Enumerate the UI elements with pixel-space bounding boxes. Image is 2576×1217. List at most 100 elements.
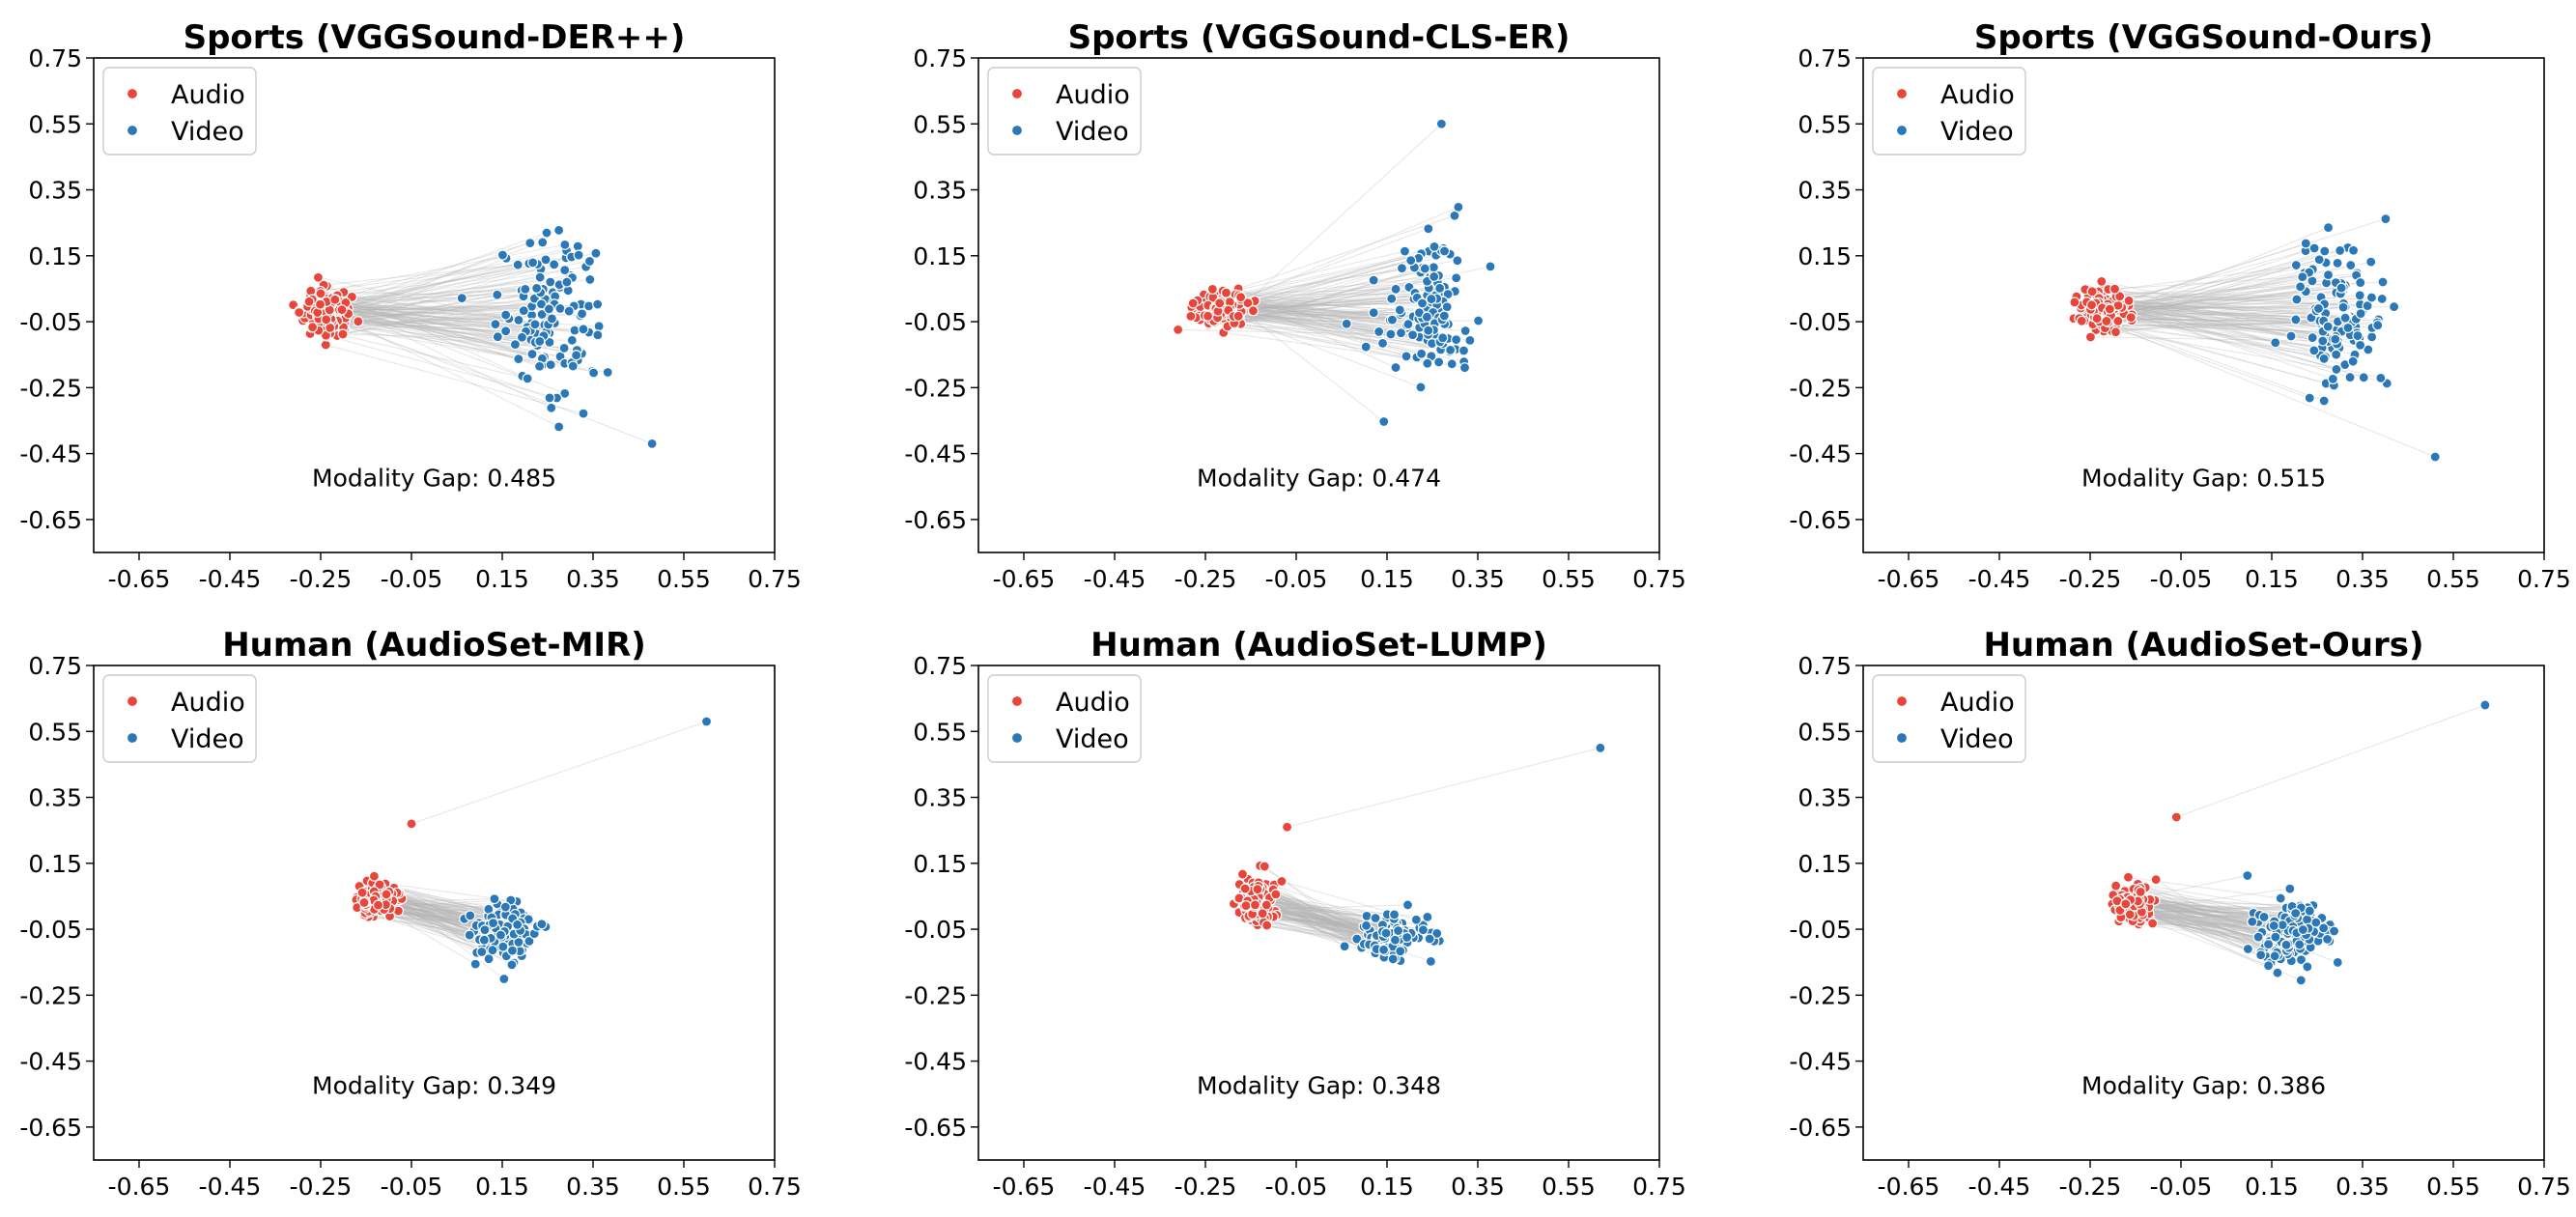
pair-line [2139,908,2277,951]
x-tick-label: -0.45 [199,1173,262,1201]
pair-line [2106,291,2307,312]
video-point [1424,933,1435,945]
x-tick-label: 0.15 [1360,565,1414,593]
audio-point [315,288,326,299]
modality-gap-annotation: Modality Gap: 0.485 [312,465,556,493]
audio-point [1276,875,1288,888]
y-tick-label: -0.45 [1789,440,1852,468]
video-point [529,319,541,330]
audio-point [2109,326,2122,338]
video-point [1401,351,1412,362]
audio-point [337,328,349,340]
y-tick-label: 0.35 [1798,784,1852,812]
audio-point [368,870,380,882]
video-point [1370,912,1381,924]
y-tick-label: -0.65 [19,1114,82,1142]
y-tick-label: 0.35 [913,784,967,812]
pair-line [2095,319,2327,384]
y-tick-label: 0.75 [28,44,82,72]
legend-marker-audio [126,87,139,100]
y-tick-label: -0.65 [904,506,967,534]
audio-point [1173,324,1184,335]
pair-line [326,285,524,377]
audio-point [2076,315,2087,326]
video-point [2342,322,2354,333]
video-point [2284,883,2296,894]
legend-frame [1872,67,2026,156]
panel-title: Human (AudioSet-LUMP) [1090,626,1547,665]
y-tick-label: 0.55 [28,718,82,746]
x-tick-label: 0.75 [1632,565,1686,593]
legend-frame [102,674,257,763]
audio-point [1187,297,1199,309]
video-point [513,314,524,325]
pair-line [345,310,547,333]
pair-line [1258,898,1376,920]
video-point [500,309,512,321]
pair-line [321,274,572,309]
pair-line [318,276,536,325]
video-point [541,227,552,239]
x-tick-label: -0.45 [199,565,262,593]
video-point [2268,920,2279,932]
pair-line [340,308,524,312]
y-tick-label: 0.15 [913,242,967,270]
video-point [2262,960,2275,972]
pair-line [325,264,519,297]
video-point [509,338,522,351]
legend-marker-audio [1010,87,1024,100]
audio-point [1247,305,1260,317]
pair-line [2105,265,2297,329]
modality-gap-annotation: Modality Gap: 0.474 [1197,465,1441,493]
y-tick-label: 0.55 [28,110,82,138]
x-tick-label: -0.45 [1968,1173,2031,1201]
audio-point [1249,899,1261,911]
pair-line [343,314,532,328]
video-point [1415,382,1427,393]
pair-line [1260,888,1399,934]
pair-line [1212,214,1456,298]
pair-line [1209,316,1441,351]
x-tick-label: -0.05 [1265,565,1328,593]
pair-line [2100,315,2333,350]
pair-line [1210,316,1428,364]
pair-line [329,257,507,327]
pair-line [1214,322,1465,369]
y-tick-label: -0.25 [1789,981,1852,1009]
pair-line [398,892,499,916]
video-point [1429,270,1440,283]
pair-line [1240,297,1418,358]
legend-marker-audio [1895,694,1909,708]
video-point [1402,319,1414,330]
pair-line [329,312,543,366]
pair-line [325,301,551,343]
pair-line [1270,899,1345,948]
pair-line [310,243,565,295]
video-point [2365,256,2377,268]
pair-line [2095,319,2379,331]
video-point [520,283,531,296]
pair-line [319,306,561,357]
video-point [545,276,556,288]
video-point [1459,325,1471,337]
video-point [1351,933,1363,945]
panel-2: Sports (VGGSound-CLS-ER)-0.65 -0.45 -0.25-… [904,18,1686,593]
x-tick-label: 0.55 [2426,1173,2480,1201]
audio-point [312,271,325,283]
video-point [535,298,548,310]
video-point [602,366,613,379]
legend-label-video: Video [171,724,244,754]
video-point [2285,330,2297,342]
video-point [2242,943,2253,955]
video-point [1464,334,1476,347]
series-audio [288,271,364,351]
pair-line [323,281,551,312]
video-point [1376,337,1389,350]
pair-line [2124,280,2313,304]
pair-line [1230,277,1457,303]
audio-point [314,298,326,310]
pair-line [345,301,553,319]
video-point [536,919,548,930]
pair-line [2155,879,2276,957]
video-point [2300,238,2311,249]
